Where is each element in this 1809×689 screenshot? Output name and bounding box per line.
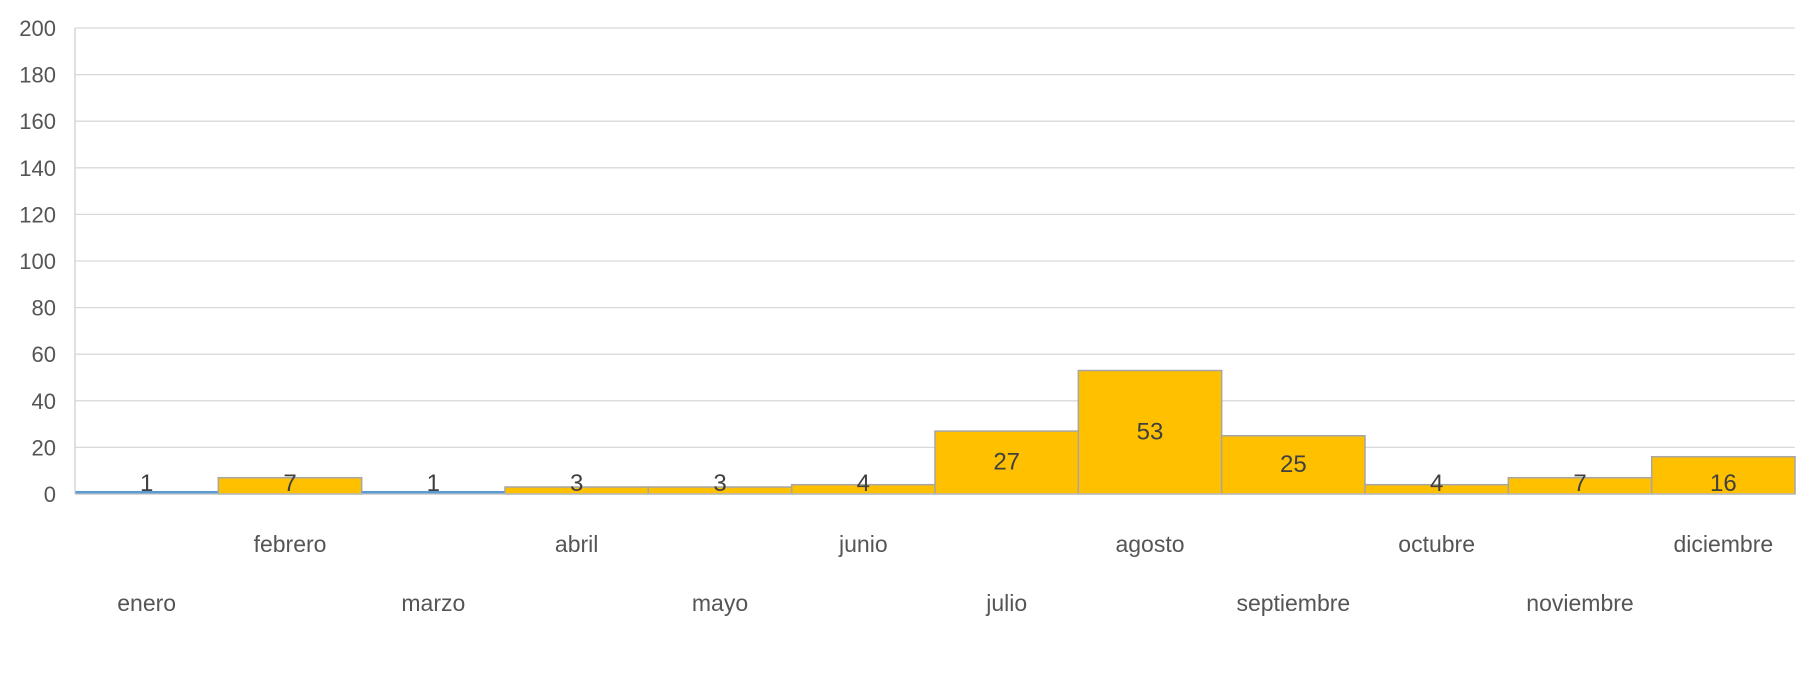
x-category-label: noviembre	[1526, 590, 1633, 616]
data-label: 1	[140, 470, 153, 497]
y-tick-label: 200	[19, 16, 56, 41]
y-tick-label: 0	[44, 482, 56, 507]
data-label: 3	[713, 470, 726, 497]
data-label: 7	[1573, 470, 1586, 497]
data-label: 4	[857, 470, 870, 497]
y-axis-tick-labels: 0 20 40 60 80 100 120 140 160 180 200	[19, 16, 56, 507]
x-category-label: julio	[985, 590, 1027, 616]
x-category-label: enero	[117, 590, 176, 616]
x-category-label: febrero	[254, 531, 327, 557]
data-label: 1	[427, 470, 440, 497]
y-tick-label: 160	[19, 109, 56, 134]
x-category-label: mayo	[692, 590, 748, 616]
y-tick-label: 40	[32, 389, 56, 414]
data-label: 7	[283, 470, 296, 497]
x-axis-category-labels: enero febrero marzo abril mayo junio julio agos…	[117, 531, 1773, 616]
data-label: 53	[1137, 418, 1164, 445]
data-label: 4	[1430, 470, 1443, 497]
x-category-label: septiembre	[1236, 590, 1350, 616]
y-tick-label: 20	[32, 435, 56, 460]
x-category-label: marzo	[401, 590, 465, 616]
x-category-label: octubre	[1398, 531, 1475, 557]
y-tick-label: 120	[19, 202, 56, 227]
y-tick-label: 100	[19, 249, 56, 274]
x-category-label: agosto	[1115, 531, 1184, 557]
x-category-label: diciembre	[1673, 531, 1773, 557]
y-tick-label: 180	[19, 63, 56, 88]
y-tick-label: 80	[32, 296, 56, 321]
bars	[75, 371, 1795, 494]
data-label: 27	[993, 449, 1020, 476]
data-label: 3	[570, 470, 583, 497]
x-category-label: junio	[838, 531, 888, 557]
data-label: 16	[1710, 470, 1737, 497]
y-tick-label: 140	[19, 156, 56, 181]
y-tick-label: 60	[32, 342, 56, 367]
gridlines	[75, 28, 1795, 447]
x-category-label: abril	[555, 531, 598, 557]
data-label: 25	[1280, 451, 1307, 478]
